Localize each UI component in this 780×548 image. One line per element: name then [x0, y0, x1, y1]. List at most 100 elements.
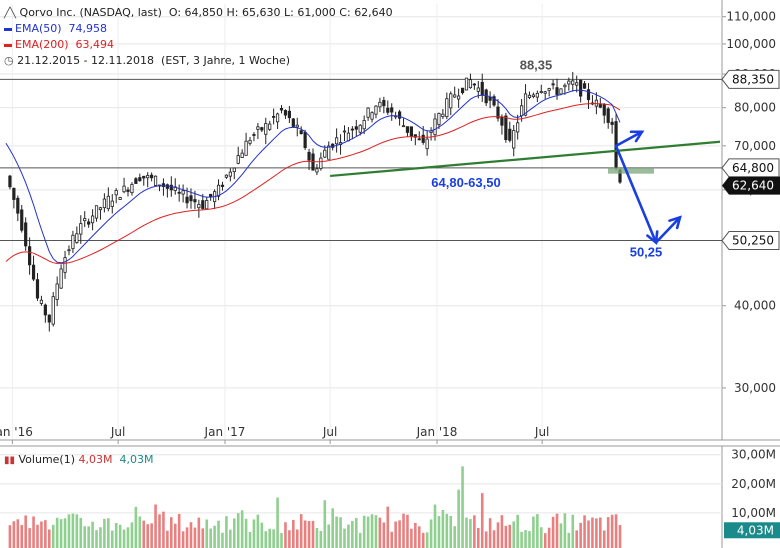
volume-bar-down: [484, 531, 488, 548]
instrument-title: Qorvo Inc. (NASDAQ, last): [19, 6, 162, 19]
legend-volume: ▮▮ Volume(1) 4,03M 4,03M: [4, 453, 153, 466]
volume-bar-up: [95, 530, 98, 548]
volume-bar-down: [197, 517, 201, 548]
volume-bar-up: [63, 518, 67, 548]
volume-bar-up: [532, 516, 535, 548]
candle-down: [390, 107, 394, 113]
candle-up: [106, 195, 110, 210]
candle-down: [354, 126, 358, 130]
volume-bar-up: [213, 525, 216, 548]
volume-bar-down: [492, 530, 496, 548]
volume-bar-down: [303, 520, 307, 548]
candle-up: [527, 94, 532, 99]
arrow-shaft: [614, 144, 658, 244]
candle-up: [240, 152, 244, 158]
volume-bar-down: [414, 522, 417, 548]
volume-bar-down: [193, 527, 197, 548]
candle-down: [16, 197, 20, 214]
volume-bar-down: [610, 514, 614, 548]
candle-down: [134, 178, 138, 184]
volume-bar-down: [606, 517, 610, 548]
volume-bar-up: [429, 519, 433, 548]
candle-down: [272, 115, 276, 118]
volume-bar-down: [488, 518, 492, 548]
volume-bar-up: [315, 528, 319, 548]
volume-bar-up: [110, 530, 114, 548]
volume-bar-up: [539, 527, 543, 548]
candle-up: [437, 113, 441, 125]
candle-down: [20, 209, 24, 231]
volume-bar-down: [575, 530, 579, 548]
volume-bar-up: [536, 514, 539, 548]
range-detail: (EST, 3 Jahre, 1 Woche): [161, 54, 291, 67]
volume-bar-up: [347, 524, 350, 548]
y-tick-label: 70,000: [734, 139, 776, 153]
x-tick-label: Jan '16: [0, 425, 33, 439]
candle-down: [508, 128, 512, 141]
y-tick-label: 30,000: [734, 381, 776, 395]
volume-bar-up: [71, 513, 75, 548]
volume-bar-up: [370, 514, 374, 548]
candle-down: [472, 83, 476, 86]
volume-bar-down: [551, 516, 555, 548]
volume-bar-down: [587, 520, 590, 548]
candle-up: [295, 124, 299, 128]
candle-up: [205, 200, 209, 210]
candle-down: [504, 115, 508, 140]
candle-up: [449, 93, 453, 109]
volume-bar-up: [339, 517, 342, 548]
volume-bar-down: [398, 520, 401, 548]
price-tag: 62,640: [722, 176, 780, 195]
volume-bar-down: [583, 515, 586, 548]
volume-bar-up: [134, 506, 138, 548]
candle-down: [386, 107, 390, 113]
ema200-swatch: [4, 43, 12, 47]
volume-bar-down: [504, 525, 508, 548]
volume-tick-label: 30,00M: [731, 448, 776, 462]
volume-bar-down: [16, 519, 20, 548]
candle-up: [59, 268, 63, 289]
volume-bar-up: [343, 528, 346, 548]
volume-bar-up: [240, 510, 244, 548]
volume-bar-down: [44, 520, 47, 548]
candle-down: [252, 134, 256, 136]
volume-bar-down: [173, 523, 177, 548]
candle-up: [323, 149, 327, 158]
candle-up: [244, 140, 248, 156]
candle-up: [374, 105, 378, 115]
candle-down: [417, 138, 421, 141]
volume-bar-down: [421, 532, 425, 548]
volume-bar-down: [477, 527, 480, 548]
candle-up: [547, 88, 551, 91]
candle-down: [303, 131, 307, 149]
candle-down: [283, 110, 288, 116]
candle-down: [610, 121, 614, 125]
arrow-shaft: [614, 130, 644, 148]
volume-bar-up: [362, 515, 366, 548]
volume-bar-down: [591, 517, 594, 548]
candle-up: [535, 92, 539, 98]
volume-bar-up: [225, 516, 228, 548]
candle-up: [315, 168, 319, 173]
candle-down: [287, 110, 291, 119]
volume-last-badge: [724, 522, 780, 539]
candle-down: [142, 175, 146, 179]
candle-up: [358, 124, 362, 133]
candle-down: [413, 134, 417, 138]
volume-bar-up: [433, 504, 437, 548]
volume-bar-down: [24, 515, 27, 548]
volume-bar-down: [307, 521, 311, 548]
candle-up: [516, 122, 520, 133]
candle-up: [441, 113, 445, 118]
volume-bar-down: [32, 516, 35, 548]
candle-up: [319, 157, 323, 169]
price-tag-bg: [721, 158, 780, 178]
volume-bar-up: [91, 521, 94, 548]
volume-bar-up: [103, 518, 106, 548]
volume-bar-up: [563, 513, 567, 548]
x-tick-label: Jul: [534, 425, 549, 439]
candle-up: [401, 125, 406, 128]
candle-down: [382, 99, 386, 107]
volume-bar-down: [170, 517, 173, 548]
volume-bar-down: [12, 521, 16, 548]
